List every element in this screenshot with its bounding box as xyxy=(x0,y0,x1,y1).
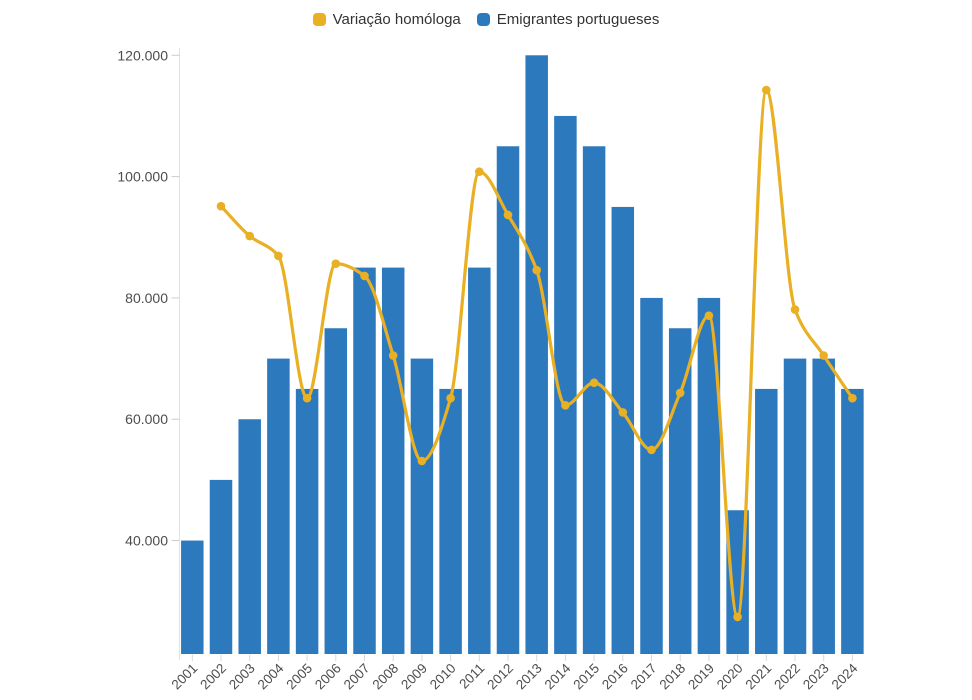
bar-2014 xyxy=(554,115,577,654)
line-marker-2004 xyxy=(274,251,283,261)
x-axis-label: 2018 xyxy=(656,661,688,693)
bar-2021 xyxy=(755,388,778,654)
y-axis-label: 120.000 xyxy=(117,47,168,63)
bar-2022 xyxy=(783,358,807,654)
bar-2013 xyxy=(525,55,548,654)
x-axis-label: 2021 xyxy=(743,661,775,693)
bar-2006 xyxy=(324,328,348,654)
x-axis-label: 2023 xyxy=(800,661,832,693)
line-marker-2024 xyxy=(848,393,857,403)
bar-2018 xyxy=(668,328,692,654)
x-axis-label: 2020 xyxy=(714,661,746,693)
bar-2015 xyxy=(582,146,606,654)
line-marker-2016 xyxy=(618,408,628,417)
line-marker-2022 xyxy=(790,305,800,314)
x-axis-label: 2006 xyxy=(312,661,344,693)
x-axis-label: 2024 xyxy=(829,660,861,692)
x-axis-label: 2001 xyxy=(169,661,201,693)
bar-2008 xyxy=(381,267,405,654)
y-axis-label: 100.000 xyxy=(117,169,168,185)
line-marker-2015 xyxy=(589,378,599,388)
line-marker-2021 xyxy=(762,85,771,95)
legend-item-variacao-homologa: Variação homóloga xyxy=(312,11,461,28)
bar-2011 xyxy=(468,267,491,654)
x-axis-label: 2009 xyxy=(398,661,430,693)
bar-2023 xyxy=(812,358,835,654)
chart-legend: Variação homóloga Emigrantes portugueses xyxy=(0,12,972,27)
x-axis-label: 2005 xyxy=(283,661,315,693)
line-marker-2019 xyxy=(704,311,714,320)
x-axis-label: 2002 xyxy=(197,661,229,693)
x-axis-label: 2010 xyxy=(427,661,459,693)
x-axis-label: 2013 xyxy=(513,661,545,693)
bar-2024 xyxy=(841,388,864,654)
y-axis-label: 40.000 xyxy=(125,533,168,549)
x-axis-label: 2003 xyxy=(226,661,258,693)
line-marker-2012 xyxy=(503,210,513,220)
line-marker-2011 xyxy=(475,167,484,176)
bar-2016 xyxy=(611,206,635,655)
bar-2019 xyxy=(697,297,721,654)
line-path-variacao-homologa xyxy=(219,88,854,619)
bar-2002 xyxy=(209,479,233,654)
x-axis-label: 2019 xyxy=(685,661,717,693)
line-marker-2017 xyxy=(647,445,656,455)
bar-2017 xyxy=(640,297,663,654)
legend-label-emigrantes-portugueses: Emigrantes portugueses xyxy=(496,11,660,28)
line-marker-2006 xyxy=(331,259,341,268)
line-marker-2018 xyxy=(675,388,685,398)
line-marker-2020 xyxy=(733,612,742,622)
x-axis-label: 2014 xyxy=(542,660,574,692)
bar-2009 xyxy=(410,358,434,654)
line-marker-2014 xyxy=(561,401,570,410)
line-marker-2003 xyxy=(245,231,254,241)
bar-2007 xyxy=(353,267,376,654)
line-marker-2008 xyxy=(388,351,398,360)
y-axis-label: 60.000 xyxy=(125,411,168,427)
line-marker-2002 xyxy=(216,201,226,211)
line-marker-2009 xyxy=(417,456,427,466)
line-marker-2007 xyxy=(360,271,369,281)
x-axis-label: 2007 xyxy=(341,661,373,693)
bar-2001 xyxy=(181,540,204,654)
x-axis-label: 2016 xyxy=(599,661,631,693)
bar-2004 xyxy=(267,358,290,654)
legend-swatch-line-series xyxy=(312,13,326,26)
line-marker-2005 xyxy=(302,393,312,403)
line-marker-2013 xyxy=(532,265,541,275)
x-axis-label: 2004 xyxy=(255,660,287,692)
legend-item-emigrantes-portugueses: Emigrantes portugueses xyxy=(476,11,660,28)
line-marker-2010 xyxy=(446,393,455,403)
legend-label-variacao-homologa: Variação homóloga xyxy=(332,11,461,28)
x-axis-label: 2008 xyxy=(369,661,401,693)
y-axis-label: 80.000 xyxy=(125,290,168,306)
bar-2010 xyxy=(439,388,462,654)
bar-2003 xyxy=(238,419,261,654)
bar-2005 xyxy=(295,388,319,654)
x-axis-label: 2015 xyxy=(570,661,602,693)
x-axis-label: 2017 xyxy=(628,661,660,693)
bar-2012 xyxy=(496,146,520,654)
legend-swatch-bar-series xyxy=(476,13,490,26)
line-marker-2023 xyxy=(819,351,828,360)
x-axis-label: 2011 xyxy=(456,661,487,692)
x-axis-label: 2012 xyxy=(484,661,516,693)
x-axis-label: 2022 xyxy=(771,661,803,693)
